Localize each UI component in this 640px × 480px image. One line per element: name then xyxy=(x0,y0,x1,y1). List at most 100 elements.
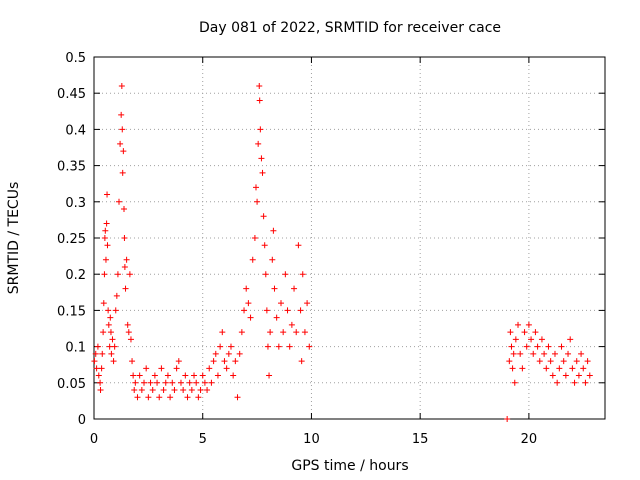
data-point xyxy=(232,358,239,365)
data-point xyxy=(264,343,271,350)
data-point xyxy=(117,140,124,147)
x-tick-labels: 0 5 10 15 20 xyxy=(90,432,537,447)
data-point xyxy=(129,358,136,365)
y-tick-label: 0.1 xyxy=(65,341,86,356)
data-point xyxy=(247,314,254,321)
data-point xyxy=(143,365,150,372)
data-point xyxy=(256,82,263,89)
data-point xyxy=(188,387,195,394)
data-point xyxy=(578,350,585,357)
data-point xyxy=(298,358,305,365)
data-point xyxy=(125,329,132,336)
data-point xyxy=(282,271,289,278)
data-point xyxy=(97,387,104,394)
data-point xyxy=(571,379,578,386)
x-tick-label: 10 xyxy=(303,432,320,447)
data-point xyxy=(108,350,115,357)
data-point xyxy=(541,350,548,357)
data-point xyxy=(93,365,100,372)
data-point xyxy=(510,350,517,357)
data-point xyxy=(269,256,276,263)
data-point xyxy=(227,343,234,350)
data-point xyxy=(258,155,265,162)
data-point xyxy=(102,256,109,263)
data-point xyxy=(116,198,123,205)
data-point xyxy=(515,321,522,328)
data-point xyxy=(126,271,133,278)
data-point xyxy=(545,343,552,350)
data-point xyxy=(506,358,513,365)
data-point xyxy=(508,343,515,350)
data-point xyxy=(167,394,174,401)
data-point xyxy=(206,365,213,372)
data-point xyxy=(121,235,128,241)
y-tick-label: 0.5 xyxy=(65,51,86,66)
data-point xyxy=(136,372,143,379)
data-point xyxy=(105,307,112,314)
data-point xyxy=(147,379,154,386)
data-point xyxy=(551,350,558,357)
data-point xyxy=(293,329,300,336)
data-point xyxy=(130,372,137,379)
data-point xyxy=(547,358,554,365)
data-point xyxy=(131,387,138,394)
y-tick-label: 0.4 xyxy=(65,123,86,138)
data-point xyxy=(164,372,171,379)
data-point xyxy=(145,394,152,401)
data-point xyxy=(119,126,126,133)
data-point xyxy=(151,372,158,379)
data-point xyxy=(543,365,550,372)
data-point xyxy=(175,358,182,365)
data-point xyxy=(149,387,156,394)
data-point xyxy=(102,227,109,234)
data-point xyxy=(97,379,104,386)
data-point xyxy=(154,379,161,386)
data-point xyxy=(230,372,237,379)
data-point xyxy=(260,213,267,220)
y-tick-label: 0.45 xyxy=(57,87,86,102)
data-point xyxy=(270,227,277,234)
data-point xyxy=(100,329,107,336)
data-point xyxy=(95,372,102,379)
data-point xyxy=(92,350,99,357)
data-point xyxy=(511,379,518,386)
data-point xyxy=(104,242,111,249)
y-tick-label: 0.3 xyxy=(65,196,86,211)
data-point xyxy=(549,372,556,379)
data-point xyxy=(219,329,226,336)
data-point xyxy=(573,358,580,365)
data-point xyxy=(525,321,532,328)
data-point xyxy=(214,372,221,379)
data-point xyxy=(134,394,141,401)
data-point xyxy=(504,416,511,422)
data-point xyxy=(113,292,120,299)
data-point xyxy=(195,394,202,401)
data-point xyxy=(243,285,250,292)
x-tick-label: 20 xyxy=(521,432,538,447)
data-point xyxy=(261,242,268,249)
data-point xyxy=(217,343,224,350)
data-point xyxy=(241,307,248,314)
data-point xyxy=(122,285,129,292)
data-point xyxy=(236,350,243,357)
data-point xyxy=(162,379,169,386)
data-point xyxy=(271,285,278,292)
data-point xyxy=(584,358,591,365)
data-point xyxy=(101,271,108,278)
data-point xyxy=(509,365,516,372)
x-tick-label: 0 xyxy=(90,432,98,447)
data-point xyxy=(121,206,128,213)
y-tick-label: 0.2 xyxy=(65,268,86,283)
data-points xyxy=(91,82,593,422)
data-point xyxy=(267,329,274,336)
data-point xyxy=(94,343,101,350)
data-point xyxy=(538,336,545,343)
data-point xyxy=(101,235,108,241)
data-point xyxy=(263,307,270,314)
data-point xyxy=(119,169,126,176)
data-point xyxy=(123,256,130,263)
data-point xyxy=(225,350,232,357)
data-point xyxy=(98,365,105,372)
data-point xyxy=(105,321,112,328)
